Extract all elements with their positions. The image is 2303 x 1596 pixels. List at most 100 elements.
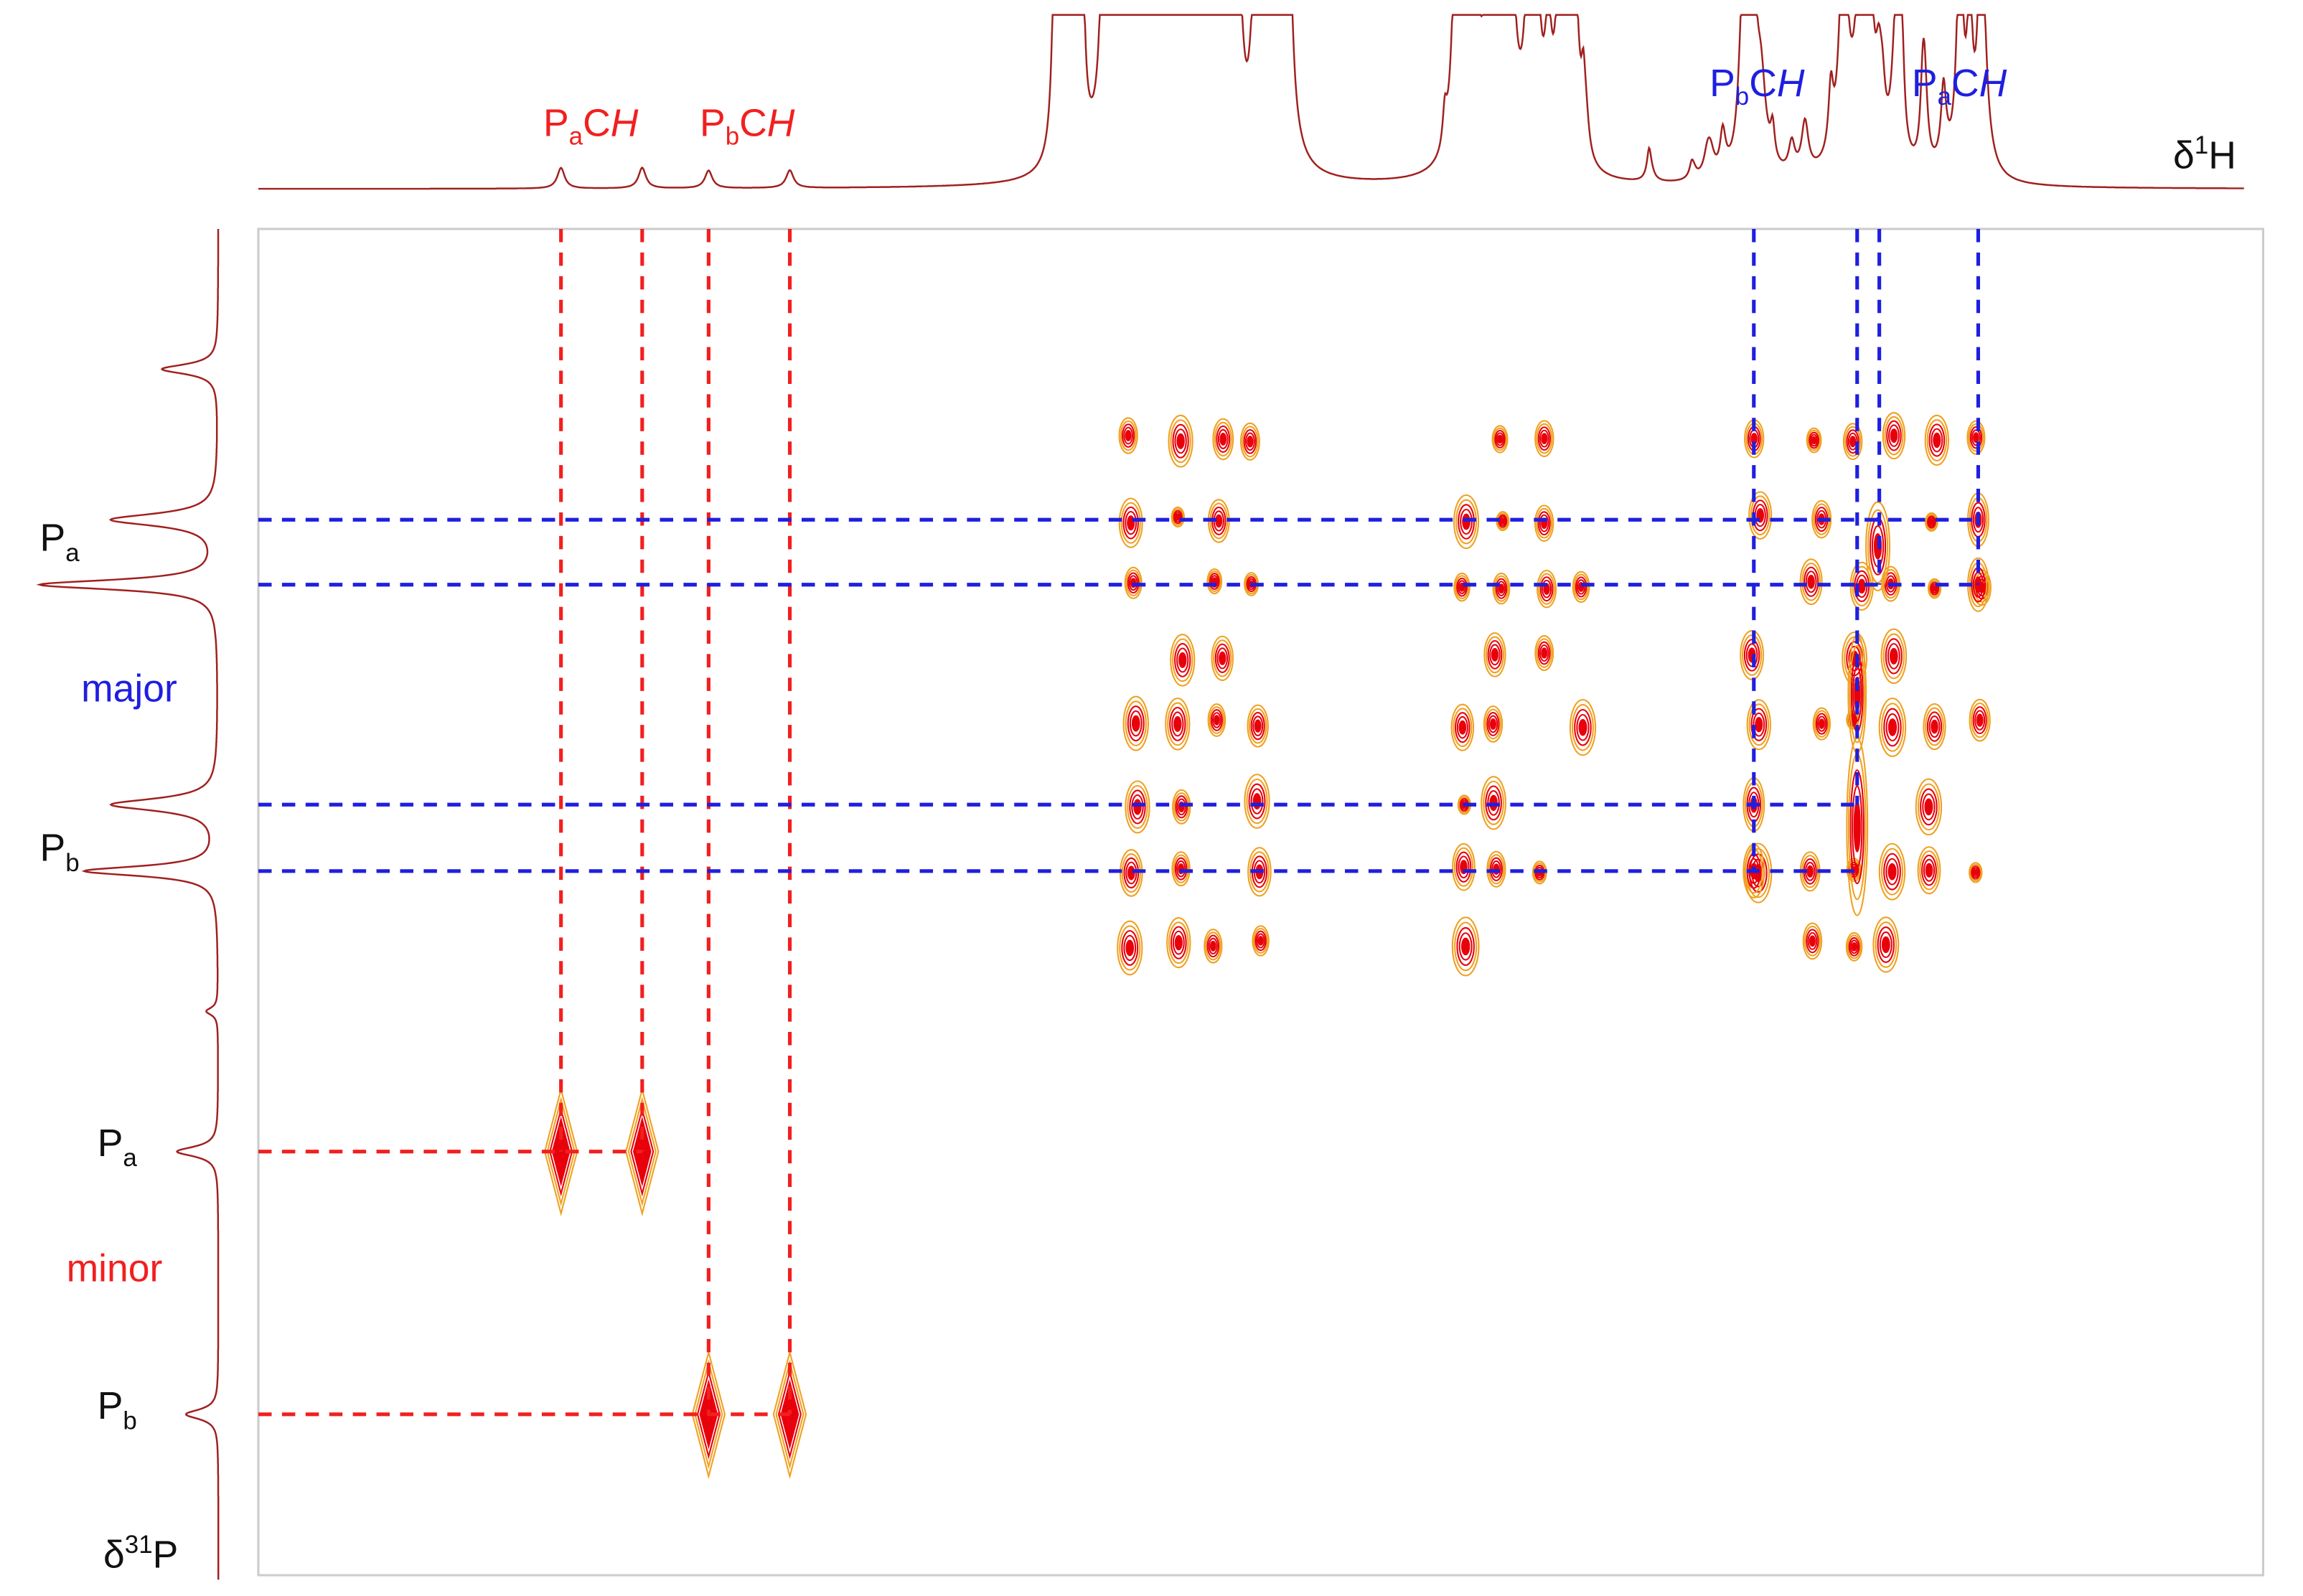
contour xyxy=(1212,418,1234,461)
contour-ring xyxy=(1804,925,1821,957)
contour-ring xyxy=(1456,715,1468,739)
contour-ring xyxy=(696,1369,721,1460)
contour-ring xyxy=(1539,514,1549,532)
contour xyxy=(1842,423,1863,461)
contour-ring xyxy=(1491,860,1501,878)
contour-ring xyxy=(1125,430,1132,442)
contour xyxy=(1572,571,1590,604)
phosphorus-spectrum xyxy=(36,229,220,1580)
contour-ring xyxy=(1125,780,1150,834)
contour-ring xyxy=(1122,506,1139,540)
major-guides xyxy=(258,229,1981,873)
contour-ring xyxy=(1458,855,1470,879)
contour-ring xyxy=(1974,710,1986,731)
contour-ring xyxy=(1458,720,1467,735)
contour-ring xyxy=(1536,507,1553,539)
contour-ring xyxy=(1931,583,1938,594)
contour-ring xyxy=(1214,421,1232,457)
contour-ring xyxy=(1575,576,1587,598)
contour-ring xyxy=(1166,917,1191,969)
contour-ring xyxy=(1252,925,1270,957)
contour-ring xyxy=(1455,851,1472,883)
contour-ring xyxy=(627,1097,657,1207)
contour-ring xyxy=(1176,647,1189,673)
contour-ring xyxy=(1491,647,1499,662)
proton-spectrum xyxy=(258,14,2244,190)
contour-ring xyxy=(1928,517,1936,527)
contour-ring xyxy=(1242,426,1259,458)
contour xyxy=(1878,698,1907,757)
contour-ring xyxy=(1254,930,1267,952)
contour xyxy=(1207,703,1226,737)
contour-ring xyxy=(1496,581,1506,596)
contour-ring xyxy=(1165,698,1191,751)
group-label: minor xyxy=(67,1248,163,1290)
contour-ring xyxy=(1170,926,1187,959)
contour-ring xyxy=(1120,420,1137,451)
contour-ring xyxy=(1542,579,1552,598)
contour-ring xyxy=(1170,634,1196,687)
contour-ring xyxy=(1812,707,1831,741)
contour-ring xyxy=(1123,934,1137,962)
contour xyxy=(1168,414,1193,468)
contour-ring xyxy=(1129,789,1146,825)
contour-ring xyxy=(1485,708,1501,740)
contour-ring xyxy=(1966,420,1986,455)
contour-ring xyxy=(1927,515,1936,529)
contour xyxy=(1252,925,1270,957)
contour-ring xyxy=(1216,647,1229,670)
contour-ring xyxy=(1118,417,1138,454)
contour-ring xyxy=(1576,713,1590,741)
contour-ring xyxy=(1489,644,1501,666)
contour-ring xyxy=(1461,937,1471,956)
contour-ring xyxy=(1178,652,1187,668)
contour-ring xyxy=(1173,854,1189,883)
contour-ring xyxy=(1451,916,1480,977)
contour-ring xyxy=(1743,639,1760,672)
contour-ring xyxy=(1882,412,1906,460)
contour-ring xyxy=(1880,703,1904,752)
contour-ring xyxy=(1926,419,1948,461)
contour-ring xyxy=(1247,847,1272,897)
contour-ring xyxy=(1885,858,1899,886)
label-part: P xyxy=(1709,62,1735,105)
contour-ring xyxy=(1857,578,1866,594)
contour-ring xyxy=(1746,699,1771,751)
contour-ring xyxy=(1121,930,1139,966)
contour-ring xyxy=(1254,719,1262,733)
contour-ring xyxy=(1175,513,1181,521)
contour-ring xyxy=(1127,784,1148,829)
contour-ring xyxy=(1887,643,1900,670)
contour-ring xyxy=(1972,507,1984,533)
contour-ring xyxy=(1216,425,1231,454)
label-part: P xyxy=(98,1122,123,1165)
contour xyxy=(1118,497,1143,548)
label-part: P xyxy=(40,827,66,869)
contour-ring xyxy=(1572,571,1590,604)
contour-ring xyxy=(1122,695,1149,751)
contour-ring xyxy=(1928,580,1941,597)
contour-ring xyxy=(1885,638,1903,675)
contour-ring xyxy=(1883,708,1902,747)
contour-ring xyxy=(1252,715,1264,736)
contour-ring xyxy=(1969,863,1981,882)
contour xyxy=(1486,850,1506,888)
contour-ring xyxy=(1541,647,1548,659)
contour-ring xyxy=(1172,789,1191,825)
contour-ring xyxy=(1972,706,1987,735)
contour xyxy=(1118,417,1138,454)
contour-ring xyxy=(1455,499,1478,545)
contour-ring xyxy=(630,1106,655,1197)
contour-ring xyxy=(1172,638,1193,682)
contour-ring xyxy=(1118,497,1143,548)
contour-ring xyxy=(1971,702,1989,738)
contour-ring xyxy=(1485,636,1504,674)
group-label: major xyxy=(81,667,177,710)
contour-ring xyxy=(1969,698,1991,742)
contour-ring xyxy=(1210,709,1223,731)
contour-ring xyxy=(1853,801,1861,853)
contour xyxy=(1211,635,1234,681)
contour-ring xyxy=(1209,706,1225,734)
contour-ring xyxy=(1244,774,1270,829)
